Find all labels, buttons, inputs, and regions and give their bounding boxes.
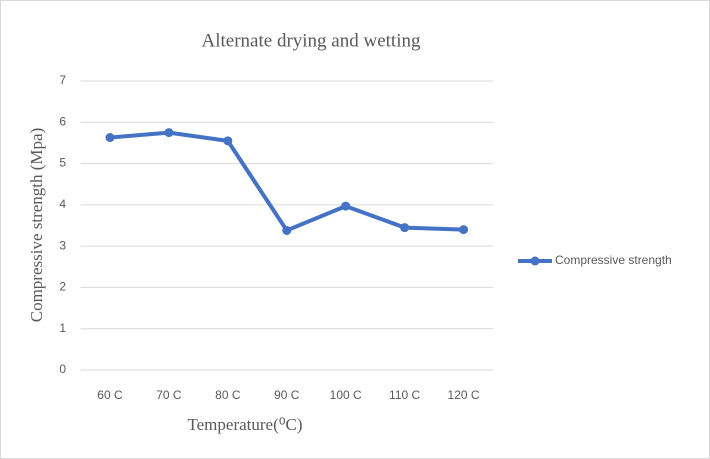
y-tick-label: 5	[59, 156, 66, 170]
y-tick-label: 4	[59, 197, 66, 211]
marker	[400, 223, 410, 233]
x-tick-label: 90 C	[274, 388, 300, 402]
x-tick-label: 80 C	[215, 388, 241, 402]
legend-marker	[530, 256, 540, 266]
marker	[459, 225, 469, 235]
y-axis-label: Compressive strength (Mpa)	[27, 128, 46, 323]
y-tick-label: 6	[59, 114, 66, 128]
legend-label: Compressive strength	[555, 253, 672, 267]
marker	[223, 136, 233, 146]
y-tick-label: 3	[59, 238, 66, 252]
x-tick-label: 120 C	[448, 388, 480, 402]
y-tick-label: 0	[59, 362, 66, 376]
x-tick-label: 70 C	[156, 388, 182, 402]
chart-title: Alternate drying and wetting	[202, 30, 421, 51]
y-tick-label: 2	[59, 280, 66, 294]
y-tick-label: 1	[59, 321, 66, 335]
x-tick-label: 100 C	[330, 388, 362, 402]
x-tick-label: 110 C	[389, 388, 420, 402]
marker	[164, 128, 174, 138]
y-tick-label: 7	[59, 73, 66, 87]
x-tick-label: 60 C	[97, 388, 123, 402]
marker	[105, 133, 115, 143]
marker	[341, 201, 351, 211]
marker	[282, 225, 292, 235]
x-axis-label: Temperature(⁰C)	[187, 415, 302, 434]
